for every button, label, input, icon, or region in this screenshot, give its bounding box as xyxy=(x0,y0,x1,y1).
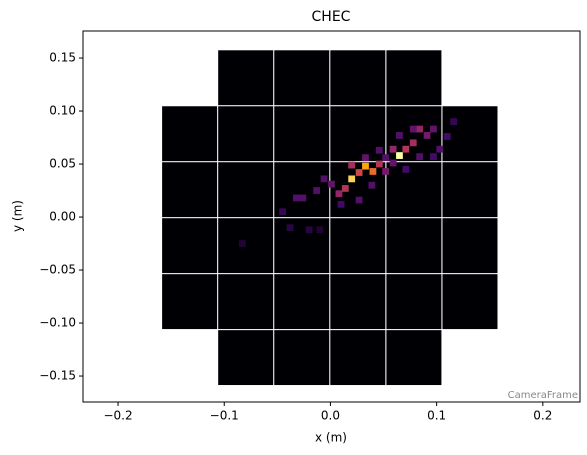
camera-pixel xyxy=(355,196,363,204)
camera-module xyxy=(218,106,274,162)
frame-annotation: CameraFrame xyxy=(508,390,578,401)
camera-pixel xyxy=(337,200,345,208)
camera-pixel xyxy=(320,175,328,183)
camera-module xyxy=(386,330,442,386)
y-tick-label: −0.15 xyxy=(39,369,76,383)
camera-pixel xyxy=(402,165,410,173)
camera-module xyxy=(442,218,498,274)
camera-pixel xyxy=(369,168,377,175)
camera-module xyxy=(386,218,442,274)
y-tick-label: −0.10 xyxy=(39,316,76,330)
x-axis-label: x (m) xyxy=(315,431,347,445)
camera-pixel xyxy=(362,162,369,170)
camera-pixel xyxy=(375,160,383,168)
camera-pixel xyxy=(335,190,343,198)
camera-pixel xyxy=(443,133,451,140)
camera-module xyxy=(442,274,498,330)
camera-pixel xyxy=(279,208,287,216)
camera-module xyxy=(442,106,498,162)
camera-module xyxy=(330,218,386,274)
camera-pixel xyxy=(389,159,397,167)
camera-module xyxy=(162,218,218,274)
camera-pixel xyxy=(402,145,410,153)
camera-module xyxy=(218,162,274,218)
camera-module xyxy=(218,330,274,386)
x-tick-label: −0.1 xyxy=(210,409,239,423)
camera-module xyxy=(274,330,330,386)
x-tick-label: 0.0 xyxy=(321,409,340,423)
x-tick-label: 0.2 xyxy=(533,409,552,423)
camera-pixel xyxy=(293,194,300,202)
camera-pixel xyxy=(313,187,321,194)
camera-pixel xyxy=(396,132,403,139)
y-tick-label: 0.05 xyxy=(49,157,76,171)
camera-module xyxy=(162,274,218,330)
camera-module xyxy=(274,50,330,106)
camera-pixel xyxy=(348,175,356,183)
camera-pixel xyxy=(396,152,403,159)
camera-module xyxy=(330,330,386,386)
camera-module xyxy=(386,50,442,106)
camera-pixel xyxy=(409,139,417,147)
camera-pixel xyxy=(409,125,417,133)
camera-pixel xyxy=(299,194,307,202)
camera-module xyxy=(218,218,274,274)
camera-pixel xyxy=(382,154,390,162)
y-tick-label: 0.00 xyxy=(49,210,76,224)
camera-module xyxy=(218,50,274,106)
axes-frame xyxy=(82,30,581,403)
camera-pixel xyxy=(382,168,390,175)
y-tick-label: 0.10 xyxy=(49,104,76,118)
camera-pixel xyxy=(316,226,324,234)
y-tick-label: 0.15 xyxy=(49,51,76,65)
camera-module xyxy=(330,274,386,330)
camera-module xyxy=(274,274,330,330)
camera-pixel xyxy=(286,224,294,232)
camera-pixel xyxy=(375,146,383,154)
camera-module xyxy=(274,106,330,162)
camera-pixel xyxy=(238,240,246,247)
camera-pixel xyxy=(341,185,349,192)
camera-pixel xyxy=(450,118,458,126)
camera-pixel xyxy=(389,145,397,153)
x-tick-label: −0.2 xyxy=(103,409,132,423)
camera-pixel xyxy=(430,153,437,161)
chart-title: CHEC xyxy=(312,9,351,25)
camera-module xyxy=(386,162,442,218)
camera-pixel xyxy=(416,153,424,161)
y-axis-label: y (m) xyxy=(11,200,25,232)
camera-module xyxy=(274,162,330,218)
camera-pixel xyxy=(368,181,376,189)
camera-pixel xyxy=(328,180,335,188)
camera-module xyxy=(330,50,386,106)
camera-pixel xyxy=(348,161,356,169)
camera-module xyxy=(162,106,218,162)
camera-pixel xyxy=(355,169,363,176)
camera-module xyxy=(386,106,442,162)
camera-module xyxy=(162,162,218,218)
x-tick-label: 0.1 xyxy=(427,409,446,423)
camera-pixel xyxy=(436,145,444,153)
camera-pixel xyxy=(362,154,369,162)
camera-pixel xyxy=(430,125,437,133)
y-tick-label: −0.05 xyxy=(39,263,76,277)
camera-pixel xyxy=(305,226,313,234)
camera-module xyxy=(218,274,274,330)
camera-pixel xyxy=(416,125,424,133)
camera-module xyxy=(386,274,442,330)
camera-pixel xyxy=(423,132,431,139)
camera-module xyxy=(442,162,498,218)
